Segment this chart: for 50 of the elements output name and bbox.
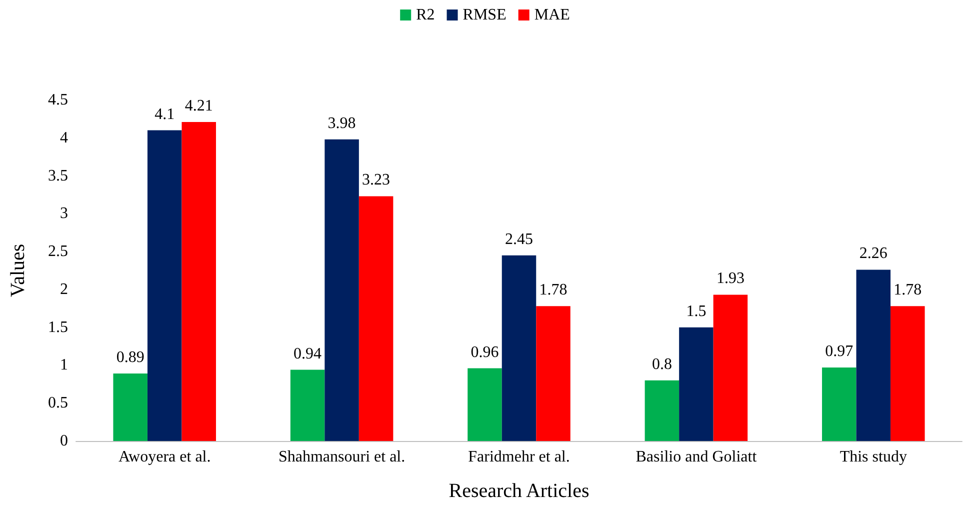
data-label: 0.97 (825, 342, 854, 360)
data-label: 1.93 (716, 270, 744, 288)
y-tick-label: 1 (60, 356, 68, 374)
y-tick-label: 4.5 (48, 92, 68, 108)
x-tick-label: Shahmansouri et al. (278, 448, 406, 466)
y-axis-title: Values (7, 244, 29, 298)
y-tick-label: 2.5 (48, 243, 68, 260)
bar (358, 196, 394, 441)
y-tick-label: 4 (60, 129, 68, 146)
data-label: 4.21 (184, 97, 213, 114)
bar (147, 130, 182, 441)
data-label: 2.45 (505, 230, 533, 248)
data-label: 3.23 (362, 172, 390, 189)
data-label: 0.94 (294, 345, 322, 362)
data-label: 0.89 (116, 349, 144, 366)
bar (644, 380, 680, 441)
x-tick-label: Basilio and Goliatt (636, 448, 758, 466)
data-label: 3.98 (328, 114, 356, 132)
bar (679, 327, 714, 441)
bar (536, 306, 570, 441)
x-tick-label: Awoyera et al. (118, 448, 211, 466)
data-label: 1.5 (686, 302, 706, 320)
legend-label: RMSE (462, 6, 506, 24)
y-tick-label: 1.5 (48, 318, 68, 336)
bar (182, 122, 216, 441)
legend-label: MAE (534, 6, 570, 24)
bar (324, 139, 359, 441)
data-label: 4.1 (154, 106, 175, 123)
data-label: 1.78 (539, 282, 568, 299)
y-tick-label: 2 (60, 280, 68, 298)
x-tick-label: This study (840, 448, 907, 466)
y-tick-label: 0.5 (48, 394, 68, 412)
data-label: 0.96 (470, 344, 499, 361)
x-axis-title: Research Articles (448, 480, 590, 502)
y-tick-label: 3.5 (48, 167, 68, 184)
bar (890, 306, 925, 441)
x-tick-label: Faridmehr et al. (468, 448, 570, 466)
bar (856, 270, 891, 441)
bar (468, 368, 502, 441)
y-tick-label: 0 (60, 432, 68, 450)
data-label: 2.26 (859, 245, 888, 262)
legend-label: R2 (416, 6, 435, 24)
bar (290, 370, 325, 441)
bar (113, 374, 148, 441)
bar (713, 294, 748, 441)
data-label: 0.8 (652, 356, 672, 373)
y-tick-label: 3 (60, 205, 68, 222)
bar (822, 367, 856, 441)
data-label: 1.78 (894, 282, 922, 299)
bar (502, 255, 536, 441)
